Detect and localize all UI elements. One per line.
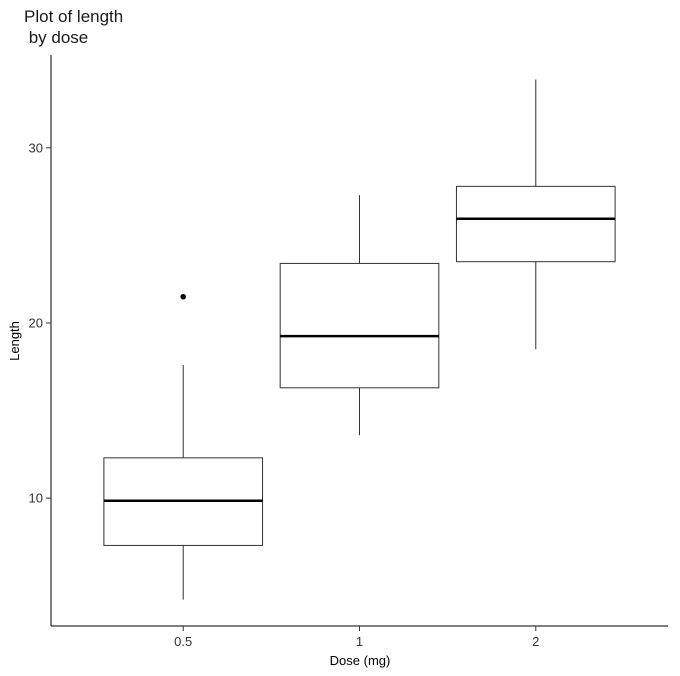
y-axis-title: Length (7, 321, 22, 361)
box-0.5 (103, 293, 264, 600)
box-iqr (455, 185, 616, 263)
x-axis-ticks: 0.5 1 2 (174, 626, 539, 649)
x-tick-label: 1 (356, 634, 363, 649)
x-tick-label: 0.5 (174, 634, 192, 649)
y-axis-ticks: 10 20 30 (29, 140, 51, 506)
y-tick-label: 10 (29, 491, 43, 506)
chart-title-line-2: by dose (24, 28, 88, 47)
chart-title-line-1: Plot of length (24, 7, 123, 26)
y-tick-label: 20 (29, 315, 43, 330)
x-axis-title: Dose (mg) (330, 653, 391, 668)
x-tick-label: 2 (532, 634, 539, 649)
plot-area (103, 79, 616, 600)
box-2 (455, 79, 616, 350)
box-1 (279, 195, 440, 436)
box-iqr (279, 262, 440, 389)
y-tick-label: 30 (29, 140, 43, 155)
outlier-point (180, 293, 187, 300)
